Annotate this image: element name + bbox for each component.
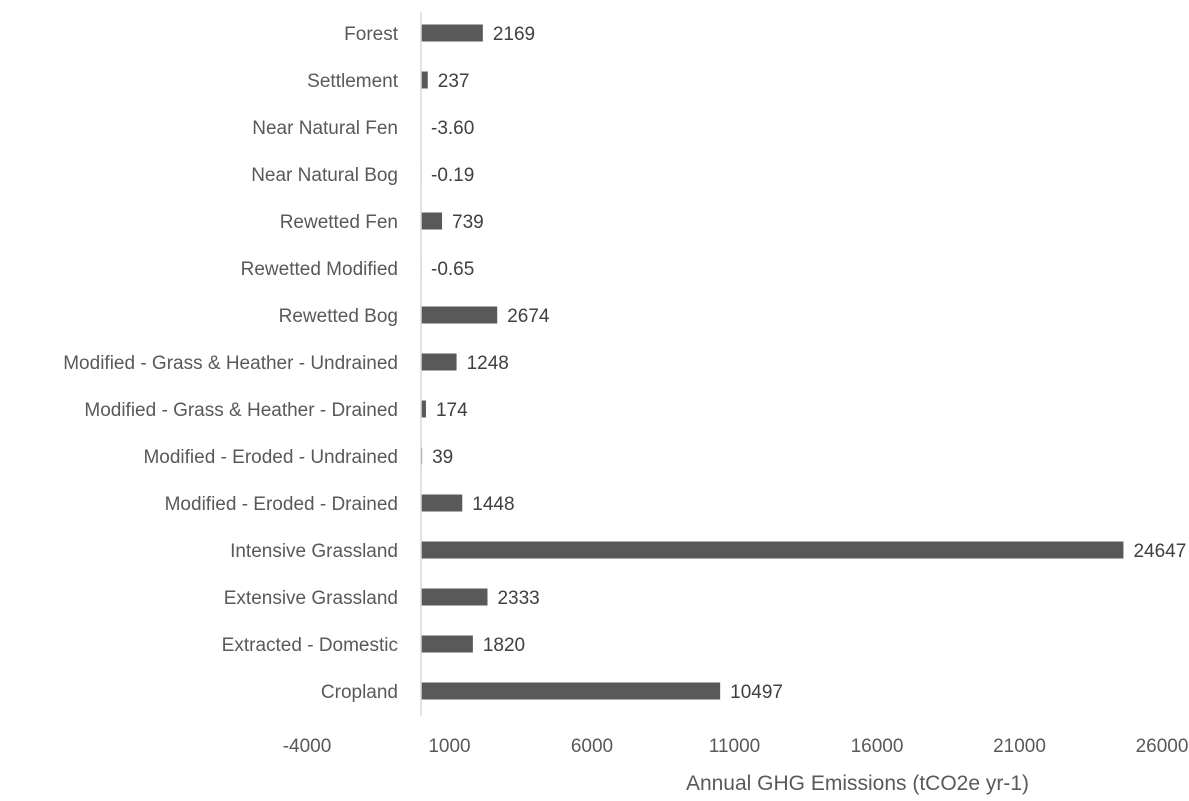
bar-4	[421, 212, 443, 230]
bar-12	[421, 588, 488, 606]
x-tick-label-1: 1000	[428, 736, 470, 757]
x-axis-title: Annual GHG Emissions (tCO2e yr-1)	[686, 772, 1029, 795]
value-label-10: 1448	[472, 494, 514, 515]
x-tick-labels-group: -4000 1000 6000 11000 16000 21000 26000	[283, 736, 1189, 757]
category-label-1: Settlement	[307, 71, 399, 92]
value-label-7: 1248	[467, 353, 509, 374]
category-label-7: Modified - Grass & Heather - Undrained	[63, 353, 398, 374]
category-label-3: Near Natural Bog	[251, 165, 398, 186]
x-tick-label-6: 26000	[1136, 736, 1189, 757]
value-label-5: -0.65	[431, 259, 474, 280]
bar-14	[421, 682, 721, 700]
x-tick-label-5: 21000	[993, 736, 1046, 757]
x-tick-label-4: 16000	[851, 736, 904, 757]
category-label-6: Rewetted Bog	[279, 306, 398, 327]
x-tick-label-3: 11000	[709, 736, 760, 757]
x-tick-label-0: -4000	[283, 736, 332, 757]
category-label-11: Intensive Grassland	[230, 541, 398, 562]
category-label-4: Rewetted Fen	[280, 212, 398, 233]
value-labels-group: 2169 237 -3.60 -0.19 739 -0.65 2674 1248 174 39 14…	[431, 24, 1186, 703]
bar-11	[421, 541, 1124, 559]
bars-group	[420, 24, 1124, 700]
value-label-6: 2674	[507, 306, 550, 327]
category-label-5: Rewetted Modified	[241, 259, 398, 280]
value-label-8: 174	[436, 400, 468, 421]
bar-10	[421, 494, 463, 512]
category-label-12: Extensive Grassland	[224, 588, 398, 609]
category-label-13: Extracted - Domestic	[222, 635, 398, 656]
bar-13	[421, 635, 473, 653]
value-label-3: -0.19	[431, 165, 474, 186]
bar-1	[421, 71, 428, 89]
category-label-10: Modified - Eroded - Drained	[165, 494, 398, 515]
category-label-2: Near Natural Fen	[252, 118, 398, 139]
value-label-2: -3.60	[431, 118, 474, 139]
category-labels-group: Forest Settlement Near Natural Fen Near Nat…	[63, 24, 398, 703]
bar-0	[421, 24, 483, 42]
value-label-0: 2169	[493, 24, 535, 45]
category-label-8: Modified - Grass & Heather - Drained	[84, 400, 398, 421]
value-label-12: 2333	[497, 588, 539, 609]
bar-7	[421, 353, 457, 371]
value-label-13: 1820	[483, 635, 525, 656]
x-tick-label-2: 6000	[571, 736, 613, 757]
bar-8	[421, 400, 426, 418]
category-label-14: Cropland	[321, 682, 398, 703]
category-label-0: Forest	[344, 24, 399, 45]
value-label-14: 10497	[730, 682, 783, 703]
value-label-9: 39	[432, 447, 453, 468]
value-label-11: 24647	[1133, 541, 1186, 562]
value-label-4: 739	[452, 212, 484, 233]
bar-6	[421, 306, 498, 324]
value-label-1: 237	[438, 71, 470, 92]
category-label-9: Modified - Eroded - Undrained	[143, 447, 398, 468]
